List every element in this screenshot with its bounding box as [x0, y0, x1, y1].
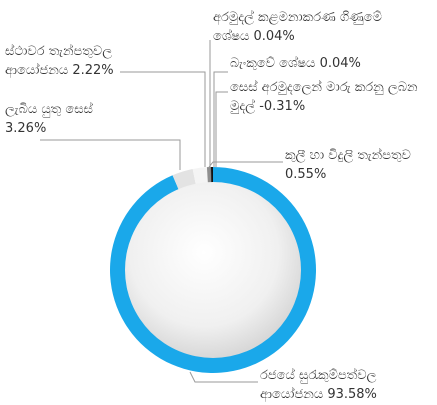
leader [189, 371, 258, 383]
leader [208, 161, 283, 168]
label: සෙස් අරමුදලෙන් මාරු කරනු ලබන මුදල් -0.31… [230, 78, 430, 116]
leader-lines [40, 40, 283, 383]
label: කුලී හා විදුලි තැන්පතුව 0.55% [285, 146, 435, 184]
label-name: සෙස් අරමුදලෙන් මාරු කරනු ලබන මුදල් [230, 80, 418, 114]
ring [110, 167, 316, 373]
label-value: -0.31% [259, 99, 306, 114]
leader [215, 91, 228, 167]
label-value: 0.04% [319, 56, 361, 71]
label: ලැබිය යුතු සෙස් 3.26% [5, 100, 135, 138]
label-name: රජයේ සුරැකුම්පත්වල ආයෝජනය [260, 368, 377, 402]
label-value: 3.26% [5, 121, 47, 136]
label-value: 2.22% [72, 63, 114, 78]
label-name: අරමුදල් කළමනාකරණ ගිණුමේ ශේෂය [213, 10, 382, 44]
label-value: 93.58% [327, 387, 377, 402]
label: ස්ථාවර තැන්පතුවල ආයෝජනය 2.22% [5, 42, 155, 80]
label: බැංකුවේ ශේෂය 0.04% [230, 54, 430, 73]
label-value: 0.55% [285, 167, 327, 182]
label-name: බැංකුවේ ශේෂය [230, 56, 316, 71]
segment [210, 167, 212, 186]
leader [213, 71, 228, 167]
segment [210, 167, 213, 186]
leader [40, 139, 181, 170]
label: අරමුදල් කළමනාකරණ ගිණුමේ ශේෂය 0.04% [213, 8, 413, 46]
inner-disc [125, 182, 301, 358]
label-name: ලැබිය යුතු සෙස් [5, 102, 93, 117]
label-name: කුලී හා විදුලි තැන්පතුව [285, 148, 411, 163]
segment [192, 167, 208, 187]
leader [120, 71, 206, 167]
label-name: ස්ථාවර තැන්පතුවල ආයෝජනය [5, 44, 113, 78]
label: රජයේ සුරැකුම්පත්වල ආයෝජනය 93.58% [260, 366, 430, 404]
label-value: 0.04% [253, 29, 295, 44]
segment [210, 167, 212, 186]
segment [206, 167, 211, 186]
